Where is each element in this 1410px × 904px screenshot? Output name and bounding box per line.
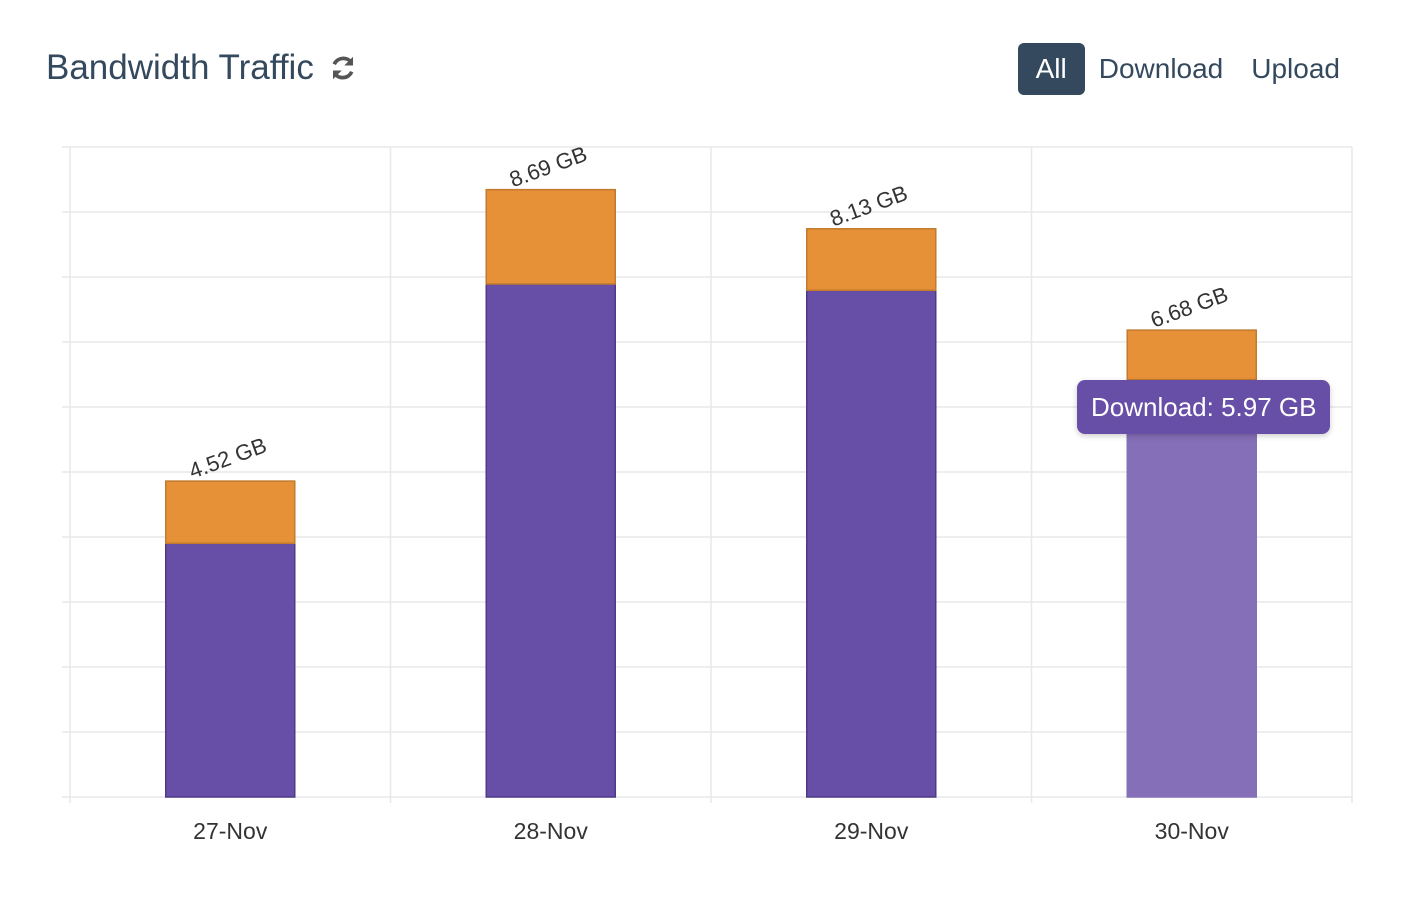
refresh-icon[interactable] [328,53,358,83]
bar-upload-28-Nov [485,188,616,285]
filter-download-button[interactable]: Download [1098,53,1224,84]
x-tick-label: 27-Nov [193,818,268,844]
total-label: 4.52 GB [185,432,269,483]
x-tick-label: 28-Nov [514,818,589,844]
chart-tooltip: Download: 5.97 GB [1077,380,1331,434]
bar-upload-30-Nov [1126,329,1257,381]
bar-download-27-Nov [165,542,296,798]
filter-upload-button[interactable]: Upload [1251,53,1340,84]
bar-download-29-Nov [806,289,937,798]
x-tick-label: 29-Nov [834,818,909,844]
filter-all-button[interactable]: All [1017,43,1085,95]
total-label: 8.13 GB [826,180,910,231]
page-title: Bandwidth Traffic [46,48,358,88]
total-label: 6.68 GB [1147,282,1231,333]
bar-download-28-Nov [485,283,616,798]
bar-upload-27-Nov [165,480,296,545]
chart-title: Bandwidth Traffic [46,48,314,87]
x-tick-label: 30-Nov [1155,818,1230,844]
total-label: 8.69 GB [506,141,590,192]
filter-group: All Download Upload [1017,43,1354,95]
bar-upload-29-Nov [806,228,937,292]
bar-download-30-Nov [1126,378,1257,798]
